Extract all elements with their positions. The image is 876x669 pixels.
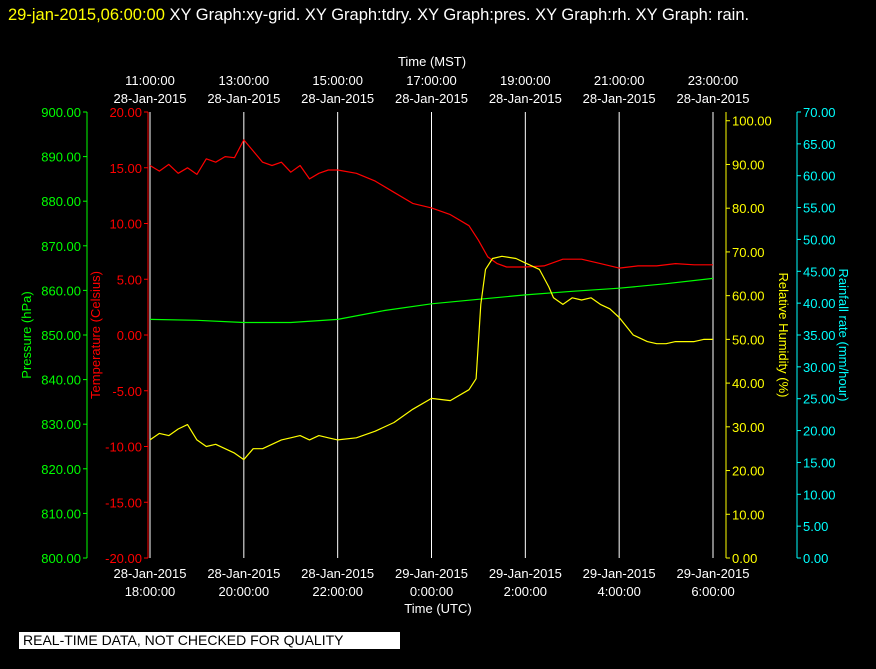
x-bottom-tick-date: 28-Jan-2015 <box>301 566 374 581</box>
rain-tick-label: 40.00 <box>803 296 836 311</box>
temperature-axis-label: Temperature (Celsius) <box>88 271 103 399</box>
rain-tick-label: 65.00 <box>803 137 836 152</box>
pressure-tick-label: 890.00 <box>41 150 81 165</box>
humidity-tick-label: 0.00 <box>732 551 757 566</box>
temperature-tick-label: -10.00 <box>105 440 142 455</box>
pressure-axis-label: Pressure (hPa) <box>19 291 34 378</box>
series-layer <box>149 139 714 461</box>
pressure-tick-label: 840.00 <box>41 373 81 388</box>
humidity-series-line <box>149 255 713 461</box>
x-top-tick-time: 13:00:00 <box>219 73 270 88</box>
axes-layer: 28-Jan-2015 18:00:00 11:00:00 28-Jan-2015 28… <box>41 73 835 599</box>
quality-notice: REAL-TIME DATA, NOT CHECKED FOR QUALITY <box>19 632 400 649</box>
x-top-tick-date: 28-Jan-2015 <box>583 91 656 106</box>
rain-tick-label: 30.00 <box>803 360 836 375</box>
rain-tick-label: 55.00 <box>803 201 836 216</box>
x-top-tick-time: 21:00:00 <box>594 73 645 88</box>
temperature-tick-label: 20.00 <box>109 105 142 120</box>
rain-tick-label: 5.00 <box>803 519 828 534</box>
grid-layer <box>149 112 714 558</box>
temperature-tick-label: 15.00 <box>109 161 142 176</box>
rain-axis-label: Rainfall rate (mm/hour) <box>836 269 851 402</box>
graph-list: XY Graph:xy-grid. XY Graph:tdry. XY Grap… <box>169 6 750 24</box>
x-top-tick-time: 17:00:00 <box>406 73 457 88</box>
pressure-tick-label: 810.00 <box>41 506 81 521</box>
x-bottom-tick-time: 4:00:00 <box>597 584 640 599</box>
rain-tick-label: 35.00 <box>803 328 836 343</box>
x-bottom-tick-date: 28-Jan-2015 <box>114 566 187 581</box>
humidity-tick-label: 50.00 <box>732 332 765 347</box>
pressure-tick-label: 880.00 <box>41 194 81 209</box>
rain-tick-label: 15.00 <box>803 455 836 470</box>
humidity-tick-label: 100.00 <box>732 114 772 129</box>
temperature-tick-label: -20.00 <box>105 551 142 566</box>
temperature-series-line <box>149 139 713 269</box>
x-top-tick-date: 28-Jan-2015 <box>301 91 374 106</box>
x-top-tick-date: 28-Jan-2015 <box>114 91 187 106</box>
humidity-axis-label: Relative Humidity (%) <box>776 273 791 398</box>
rain-tick-label: 45.00 <box>803 264 836 279</box>
x-bottom-tick-time: 22:00:00 <box>312 584 363 599</box>
x-bottom-tick-time: 20:00:00 <box>219 584 270 599</box>
x-top-tick-time: 19:00:00 <box>500 73 551 88</box>
pressure-tick-label: 800.00 <box>41 551 81 566</box>
x-bottom-tick-time: 18:00:00 <box>125 584 176 599</box>
x-bottom-title: Time (UTC) <box>404 601 471 616</box>
humidity-tick-label: 40.00 <box>732 376 765 391</box>
x-bottom-tick-date: 29-Jan-2015 <box>489 566 562 581</box>
x-top-tick-date: 28-Jan-2015 <box>207 91 280 106</box>
rain-tick-label: 10.00 <box>803 487 836 502</box>
humidity-tick-label: 90.00 <box>732 157 765 172</box>
rain-tick-label: 60.00 <box>803 169 836 184</box>
humidity-tick-label: 30.00 <box>732 420 765 435</box>
x-top-tick-date: 28-Jan-2015 <box>395 91 468 106</box>
pressure-tick-label: 820.00 <box>41 462 81 477</box>
x-bottom-tick-date: 29-Jan-2015 <box>677 566 750 581</box>
x-top-tick-date: 28-Jan-2015 <box>677 91 750 106</box>
rain-tick-label: 50.00 <box>803 232 836 247</box>
x-bottom-tick-time: 2:00:00 <box>504 584 547 599</box>
pressure-series-line <box>149 277 714 324</box>
temperature-tick-label: -5.00 <box>112 384 142 399</box>
x-top-tick-time: 15:00:00 <box>312 73 363 88</box>
humidity-tick-label: 20.00 <box>732 464 765 479</box>
pressure-tick-label: 900.00 <box>41 105 81 120</box>
rain-tick-label: 70.00 <box>803 105 836 120</box>
pressure-tick-label: 850.00 <box>41 328 81 343</box>
humidity-tick-label: 10.00 <box>732 507 765 522</box>
pressure-tick-label: 830.00 <box>41 417 81 432</box>
temperature-tick-label: 10.00 <box>109 217 142 232</box>
x-bottom-tick-date: 28-Jan-2015 <box>207 566 280 581</box>
x-top-tick-time: 11:00:00 <box>125 73 175 88</box>
rain-tick-label: 0.00 <box>803 551 828 566</box>
x-top-title: Time (MST) <box>398 54 466 69</box>
temperature-tick-label: -15.00 <box>105 495 142 510</box>
humidity-tick-label: 80.00 <box>732 201 765 216</box>
humidity-tick-label: 70.00 <box>732 245 765 260</box>
x-top-tick-date: 28-Jan-2015 <box>489 91 562 106</box>
x-bottom-tick-date: 29-Jan-2015 <box>583 566 656 581</box>
rain-tick-label: 25.00 <box>803 392 836 407</box>
temperature-tick-label: 0.00 <box>117 328 142 343</box>
graph-header: 29-jan-2015,06:00:00 XY Graph:xy-grid. X… <box>8 2 868 28</box>
x-bottom-tick-time: 6:00:00 <box>691 584 734 599</box>
timestamp: 29-jan-2015,06:00:00 <box>8 6 165 24</box>
temperature-tick-label: 5.00 <box>117 272 142 287</box>
humidity-tick-label: 60.00 <box>732 289 765 304</box>
x-bottom-tick-time: 0:00:00 <box>410 584 453 599</box>
x-top-tick-time: 23:00:00 <box>688 73 739 88</box>
pressure-tick-label: 870.00 <box>41 239 81 254</box>
pressure-tick-label: 860.00 <box>41 283 81 298</box>
x-bottom-tick-date: 29-Jan-2015 <box>395 566 468 581</box>
rain-tick-label: 20.00 <box>803 424 836 439</box>
